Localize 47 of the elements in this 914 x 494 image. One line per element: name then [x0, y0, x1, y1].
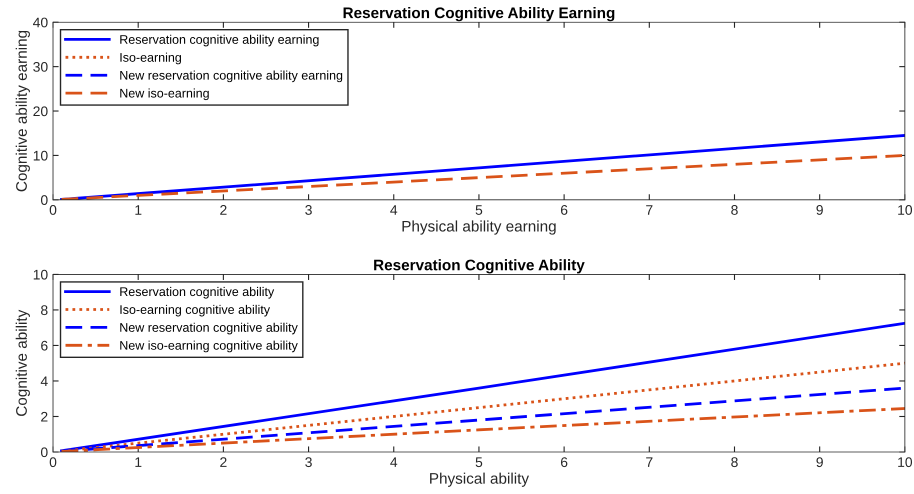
y-axis-title: Cognitive ability — [16, 310, 30, 416]
y-tick-label: 0 — [40, 195, 48, 205]
x-tick-label: 4 — [390, 205, 398, 215]
x-tick-label: 4 — [390, 457, 398, 467]
legend-label: Reservation cognitive ability earning — [120, 34, 319, 46]
y-tick-label: 30 — [33, 62, 48, 72]
x-tick-label: 2 — [220, 205, 227, 215]
x-tick-label: 6 — [560, 457, 568, 468]
x-tick-label: 7 — [646, 205, 652, 215]
x-tick-label: 7 — [646, 457, 652, 467]
x-tick-label: 2 — [220, 457, 227, 467]
x-tick-label: 5 — [476, 457, 482, 468]
legend-label: New iso-earning — [120, 88, 209, 100]
x-tick-label: 6 — [560, 205, 568, 215]
y-axis-title: Cognitive ability earning — [16, 30, 30, 192]
x-tick-label: 3 — [305, 205, 312, 215]
x-tick-label: 10 — [898, 457, 912, 468]
x-axis-title: Physical ability — [430, 472, 530, 487]
legend-label: New iso-earning cognitive ability — [120, 340, 298, 352]
x-tick-label: 0 — [50, 205, 56, 215]
legend-label: Iso-earning cognitive ability — [120, 304, 270, 316]
x-axis-title: Physical ability earning — [402, 220, 556, 235]
y-tick-label: 6 — [41, 340, 48, 351]
legend-label: Reservation cognitive ability — [120, 286, 274, 299]
legend-label: New reservation cognitive ability earning — [120, 70, 342, 82]
x-tick-label: 3 — [305, 457, 312, 468]
y-tick-label: 10 — [34, 270, 48, 280]
x-tick-label: 0 — [50, 457, 56, 468]
legend-label: Iso-earning — [120, 52, 181, 64]
y-tick-label: 20 — [33, 106, 48, 116]
y-tick-label: 0 — [40, 447, 48, 458]
x-tick-label: 10 — [898, 205, 912, 215]
y-tick-label: 2 — [41, 412, 48, 422]
y-tick-label: 4 — [40, 376, 48, 386]
x-tick-label: 9 — [816, 205, 823, 215]
x-tick-label: 1 — [135, 457, 142, 467]
legend-label: New reservation cognitive ability — [120, 322, 298, 334]
y-tick-label: 10 — [34, 150, 48, 161]
chart-title: Reservation Cognitive Ability — [374, 259, 585, 274]
chart-title: Reservation Cognitive Ability Earning — [344, 6, 614, 22]
y-tick-label: 40 — [33, 18, 48, 28]
x-tick-label: 8 — [731, 457, 738, 468]
x-tick-label: 8 — [731, 205, 738, 215]
x-tick-label: 5 — [476, 205, 482, 215]
x-tick-label: 9 — [816, 457, 823, 468]
y-tick-label: 8 — [41, 305, 48, 316]
x-tick-label: 1 — [135, 205, 142, 215]
